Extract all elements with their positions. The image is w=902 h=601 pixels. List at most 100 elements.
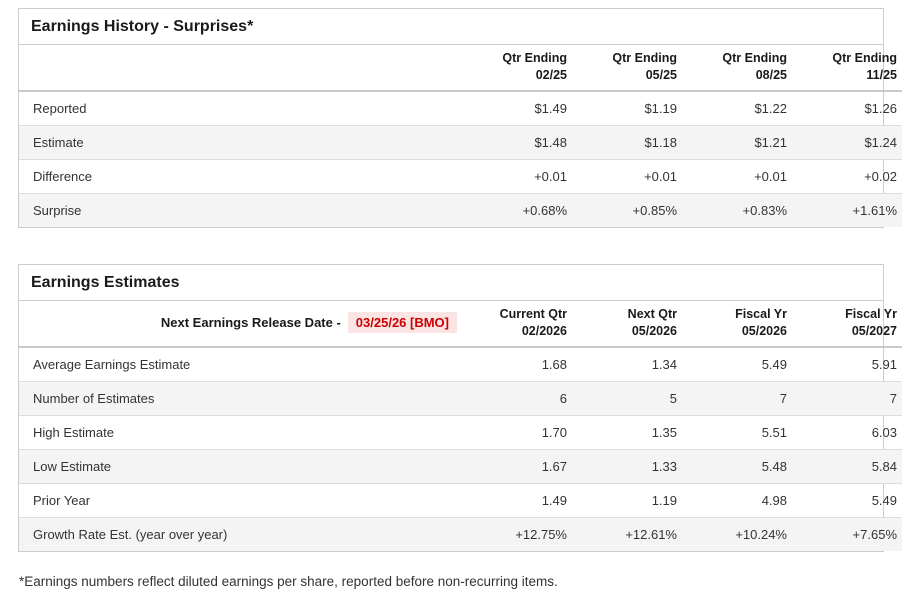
earnings-footnote: *Earnings numbers reflect diluted earnin… (19, 573, 558, 589)
earnings-estimates-cell-value: +10.24% (735, 526, 787, 542)
earnings-estimates-body: Average Earnings Estimate 1.68 1.34 5.49 5.9… (19, 346, 902, 551)
earnings-estimates-col-header-line1: Current Qtr (499, 306, 567, 321)
earnings-history-cell-value: $1.21 (691, 125, 801, 160)
earnings-estimates-cell-value: 1.33 (581, 449, 691, 484)
earnings-estimates-cell-value: 1.49 (471, 483, 581, 518)
earnings-history-col-header-line2: 02/25 (535, 67, 567, 82)
earnings-estimates-cell-value: 1.68 (471, 346, 581, 382)
earnings-estimates-cell-value: 5.84 (801, 449, 902, 484)
earnings-history-header-row: Qtr Ending 02/25 Qtr Ending 05/25 Qtr Ending… (19, 45, 902, 92)
earnings-estimates-col-header-2: Next Qtr 05/2026 (581, 300, 691, 348)
earnings-estimates-cell-value: 5.91 (801, 346, 902, 382)
next-earnings-release-label: Next Earnings Release Date - (160, 314, 341, 330)
earnings-history-col-header-line1: Qtr Ending (722, 51, 787, 65)
earnings-history-col-header-line1: Qtr Ending (832, 51, 897, 65)
earnings-history-col-header-4: Qtr Ending 11/25 (801, 45, 902, 92)
earnings-history-cell-value: +0.01 (691, 159, 801, 194)
earnings-estimates-card: Earnings Estimates Next Earnings Release… (18, 263, 902, 552)
earnings-estimates-row-6: Growth Rate Est. (year over year) +12.75%… (19, 517, 902, 551)
earnings-history-cell-value: $1.49 (471, 90, 581, 126)
earnings-estimates-table: Next Earnings Release Date - 03/25/26 [BM… (19, 300, 902, 551)
earnings-history-col-header-line2: 08/25 (755, 67, 787, 82)
earnings-estimates-cell-value: 5.49 (801, 483, 902, 518)
earnings-estimates-col-header-1: Current Qtr 02/2026 (471, 300, 581, 348)
next-earnings-release-date: 03/25/26 [BMO] (347, 311, 457, 334)
earnings-estimates-row-label: Growth Rate Est. (year over year) (33, 526, 228, 542)
earnings-history-cell-value: $1.48 (471, 125, 581, 160)
earnings-estimates-cell-value: 1.35 (581, 415, 691, 450)
earnings-estimates-cell-value: +12.75% (515, 526, 567, 542)
earnings-estimates-col-header-3: Fiscal Yr 05/2026 (691, 300, 801, 348)
earnings-estimates-row-label: Average Earnings Estimate (19, 346, 471, 382)
earnings-history-col-header-2: Qtr Ending 05/25 (581, 45, 691, 92)
earnings-history-body: Reported $1.49 $1.19 $1.22 $1.26 Estimate $1.4… (19, 90, 902, 227)
earnings-history-cell-value: $1.22 (691, 90, 801, 126)
earnings-history-cell-value: +0.83% (742, 202, 787, 218)
earnings-history-header-spacer (19, 45, 471, 92)
earnings-history-card: Earnings History - Surprises* Qtr Ending… (18, 8, 902, 228)
earnings-estimates-cell-value: 5.49 (691, 346, 801, 382)
earnings-estimates-row-5: Prior Year 1.49 1.19 4.98 5.49 (19, 483, 902, 518)
earnings-estimates-cell-value: 1.67 (471, 449, 581, 484)
earnings-history-table: Qtr Ending 02/25 Qtr Ending 05/25 Qtr Ending… (19, 45, 902, 227)
earnings-history-col-header-3: Qtr Ending 08/25 (691, 45, 801, 92)
earnings-history-cell-value: +0.01 (581, 159, 691, 194)
earnings-estimates-row-label: High Estimate (19, 415, 471, 450)
earnings-estimates-col-header-line1: Fiscal Yr (735, 306, 787, 321)
earnings-history-cell-value: $1.24 (801, 125, 902, 160)
earnings-estimates-row-2: Number of Estimates 6 5 7 7 (19, 381, 902, 416)
earnings-estimates-col-header-line2: 05/2027 (851, 323, 897, 338)
earnings-estimates-row-4: Low Estimate 1.67 1.33 5.48 5.84 (19, 449, 902, 484)
earnings-estimates-cell-value: 6.03 (801, 415, 902, 450)
earnings-history-cell-value: +0.02 (801, 159, 902, 194)
earnings-history-row-label: Reported (19, 90, 471, 126)
earnings-estimates-col-header-line2: 02/2026 (521, 323, 567, 338)
earnings-estimates-col-header-line1: Fiscal Yr (845, 306, 897, 321)
earnings-history-cell-value: +1.61% (852, 202, 897, 218)
earnings-history-cell-value: $1.19 (581, 90, 691, 126)
earnings-history-row-4: Surprise +0.68% +0.85% +0.83% +1.61% (19, 193, 902, 227)
earnings-history-cell-value: +0.85% (632, 202, 677, 218)
earnings-history-cell-value: $1.18 (581, 125, 691, 160)
earnings-history-col-header-line2: 05/25 (645, 67, 677, 82)
earnings-estimates-header-row: Next Earnings Release Date - 03/25/26 [BM… (19, 300, 902, 348)
next-earnings-release: Next Earnings Release Date - 03/25/26 [BM… (19, 300, 471, 348)
earnings-estimates-cell-value: 5 (581, 381, 691, 416)
earnings-estimates-cell-value: 7 (691, 381, 801, 416)
earnings-history-row-label: Difference (19, 159, 471, 194)
earnings-estimates-row-3: High Estimate 1.70 1.35 5.51 6.03 (19, 415, 902, 450)
earnings-estimates-col-header-4: Fiscal Yr 05/2027 (801, 300, 902, 348)
earnings-estimates-cell-value: 1.34 (581, 346, 691, 382)
earnings-history-title: Earnings History - Surprises* (19, 9, 883, 45)
earnings-history-row-3: Difference +0.01 +0.01 +0.01 +0.02 (19, 159, 902, 194)
earnings-history-col-header-1: Qtr Ending 02/25 (471, 45, 581, 92)
earnings-estimates-cell-value: 5.48 (691, 449, 801, 484)
earnings-estimates-cell-value: +12.61% (625, 526, 677, 542)
earnings-estimates-row-label: Low Estimate (19, 449, 471, 484)
earnings-history-col-header-line1: Qtr Ending (502, 51, 567, 65)
earnings-history-row-label: Surprise (33, 202, 82, 218)
earnings-history-cell-value: +0.01 (471, 159, 581, 194)
earnings-estimates-col-header-line1: Next Qtr (627, 306, 677, 321)
earnings-estimates-col-header-line2: 05/2026 (741, 323, 787, 338)
earnings-history-cell-value: +0.68% (522, 202, 567, 218)
earnings-estimates-title: Earnings Estimates (19, 265, 883, 301)
earnings-history-row-2: Estimate $1.48 $1.18 $1.21 $1.24 (19, 125, 902, 160)
earnings-history-cell-value: $1.26 (801, 90, 902, 126)
earnings-estimates-row-label: Number of Estimates (19, 381, 471, 416)
earnings-estimates-cell-value: 4.98 (691, 483, 801, 518)
earnings-estimates-row-label: Prior Year (19, 483, 471, 518)
earnings-estimates-col-header-line2: 05/2026 (631, 323, 677, 338)
earnings-history-col-header-line2: 11/25 (866, 67, 897, 82)
earnings-estimates-cell-value: 5.51 (691, 415, 801, 450)
earnings-estimates-cell-value: 1.19 (581, 483, 691, 518)
earnings-estimates-cell-value: 7 (801, 381, 902, 416)
earnings-estimates-cell-value: 1.70 (471, 415, 581, 450)
earnings-history-row-label: Estimate (19, 125, 471, 160)
earnings-estimates-cell-value: +7.65% (852, 526, 897, 542)
earnings-estimates-row-1: Average Earnings Estimate 1.68 1.34 5.49 5.9… (19, 346, 902, 382)
earnings-history-row-1: Reported $1.49 $1.19 $1.22 $1.26 (19, 90, 902, 126)
earnings-history-col-header-line1: Qtr Ending (612, 51, 677, 65)
earnings-estimates-cell-value: 6 (471, 381, 581, 416)
